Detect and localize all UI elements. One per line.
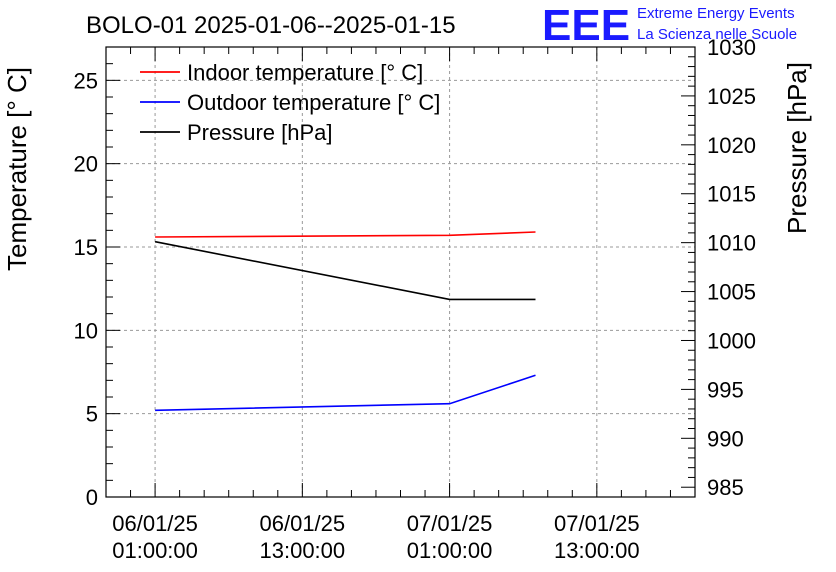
y-axis-right-label: Pressure [hPa]	[782, 62, 812, 234]
left-tick-label: 5	[86, 402, 98, 427]
right-tick-label: 1015	[707, 182, 756, 207]
left-axis: 0 5 10 15 20 25	[74, 46, 120, 510]
series-line-3	[154, 240, 536, 301]
logo-line2: La Scienza nelle Scuole	[637, 26, 797, 43]
x-tick-label-time: 01:00:00	[112, 538, 198, 563]
x-tick-label-time: 01:00:00	[407, 538, 493, 563]
x-axis: 06/01/2501:00:0006/01/2513:00:0007/01/25…	[105, 47, 696, 563]
x-tick-label-date: 06/01/25	[260, 511, 346, 536]
legend-entry: Pressure [hPa]	[187, 120, 333, 145]
eee-logo: EEE Extreme Energy Events La Scienza nel…	[542, 1, 797, 50]
left-tick-label: 10	[74, 318, 98, 343]
left-tick-label: 20	[74, 152, 98, 177]
left-tick-label: 0	[86, 485, 98, 510]
x-tick-label-date: 07/01/25	[407, 511, 493, 536]
right-tick-label: 1010	[707, 231, 756, 256]
right-tick-label: 995	[707, 377, 744, 402]
chart-title: BOLO-01 2025-01-06--2025-01-15	[86, 12, 456, 39]
x-tick-label-date: 07/01/25	[554, 511, 640, 536]
right-tick-label: 990	[707, 426, 744, 451]
right-tick-label: 1025	[707, 84, 756, 109]
logo-mark: EEE	[542, 1, 630, 50]
legend-entry: Indoor temperature [° C]	[187, 60, 423, 85]
right-tick-label: 1030	[707, 35, 756, 60]
right-tick-label: 1000	[707, 328, 756, 353]
left-tick-label: 25	[74, 68, 98, 93]
right-tick-label: 1005	[707, 280, 756, 305]
series-layer	[154, 231, 536, 412]
grid	[106, 47, 695, 497]
series-line-2	[155, 374, 536, 412]
x-tick-label-date: 06/01/25	[112, 511, 198, 536]
y-axis-left-label: Temperature [° C]	[2, 67, 32, 271]
legend: Indoor temperature [° C] Outdoor temperat…	[140, 60, 440, 145]
right-tick-label: 1020	[707, 133, 756, 158]
logo-line1: Extreme Energy Events	[637, 5, 795, 22]
legend-entry: Outdoor temperature [° C]	[187, 90, 440, 115]
left-tick-label: 15	[74, 235, 98, 260]
x-tick-label-time: 13:00:00	[260, 538, 346, 563]
right-axis: 985 990 995 1000 1005 1010 1015 1020 1025 1030	[681, 35, 756, 500]
right-tick-label: 985	[707, 475, 744, 500]
x-tick-label-time: 13:00:00	[554, 538, 640, 563]
series-line-1	[155, 231, 536, 238]
